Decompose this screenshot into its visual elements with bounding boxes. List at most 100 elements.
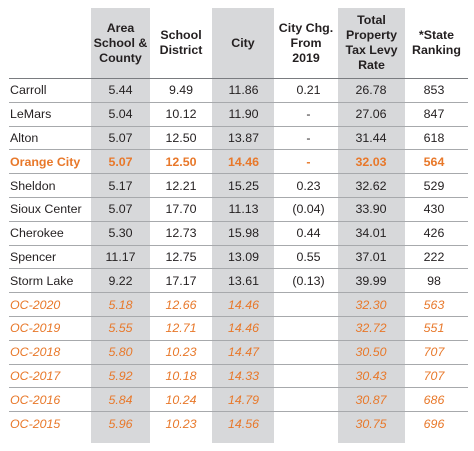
row-name: Alton xyxy=(9,125,91,150)
header-line: City Chg. xyxy=(278,20,334,35)
row-name: OC-2015 xyxy=(9,411,91,435)
rank-value: 551 xyxy=(400,315,468,341)
city-value: 13.09 xyxy=(212,244,275,269)
table-row: Storm Lake 9.22 17.17 13.61 (0.13) 39.99… xyxy=(9,268,468,293)
area-value: 5.18 xyxy=(91,292,150,317)
area-value: 5.55 xyxy=(91,315,150,341)
header-line: District xyxy=(159,43,203,57)
school-value: 17.17 xyxy=(150,268,212,293)
area-value: 5.07 xyxy=(91,196,150,222)
school-value: 10.23 xyxy=(150,411,212,435)
row-name: Spencer xyxy=(9,244,91,269)
change-value: 0.44 xyxy=(275,220,342,246)
rank-value: 563 xyxy=(400,292,468,317)
row-name: OC-2017 xyxy=(9,363,91,388)
header-line: School & xyxy=(93,35,148,50)
table-row-history: OC-2020 5.18 12.66 14.46 32.30 563 xyxy=(9,292,468,317)
school-value: 12.73 xyxy=(150,220,212,246)
area-value: 5.96 xyxy=(91,411,150,435)
header-line: Area xyxy=(106,20,135,35)
city-value: 14.46 xyxy=(212,315,275,341)
header-line: Tax Levy xyxy=(345,43,398,57)
rank-value: 222 xyxy=(400,244,468,269)
row-name: Storm Lake xyxy=(9,268,91,293)
row-name: OC-2020 xyxy=(9,292,91,317)
city-value: 14.79 xyxy=(212,387,275,412)
table-row: Cherokee 5.30 12.73 15.98 0.44 34.01 426 xyxy=(9,220,468,246)
change-value xyxy=(275,292,342,317)
total-value: 32.03 xyxy=(342,149,400,174)
change-value: 0.21 xyxy=(275,78,342,103)
school-value: 10.18 xyxy=(150,363,212,388)
table-row: Spencer 11.17 12.75 13.09 0.55 37.01 222 xyxy=(9,244,468,269)
row-name: Orange City xyxy=(9,149,91,174)
table-row-highlighted: Orange City 5.07 12.50 14.46 - 32.03 564 xyxy=(9,149,468,174)
school-value: 12.21 xyxy=(150,173,212,198)
change-value xyxy=(275,363,342,388)
row-name: Sheldon xyxy=(9,173,91,198)
area-value: 5.04 xyxy=(91,101,150,127)
total-value: 37.01 xyxy=(342,244,400,269)
total-value: 39.99 xyxy=(342,268,400,293)
total-value: 34.01 xyxy=(342,220,400,246)
header-city: City xyxy=(212,8,274,78)
area-value: 5.07 xyxy=(91,125,150,150)
change-value xyxy=(275,411,342,435)
area-value: 5.80 xyxy=(91,339,150,365)
total-value: 30.50 xyxy=(342,339,400,365)
school-value: 10.24 xyxy=(150,387,212,412)
rank-value: 618 xyxy=(400,125,468,150)
area-value: 5.07 xyxy=(91,149,150,174)
total-value: 31.44 xyxy=(342,125,400,150)
table-row: Sioux Center 5.07 17.70 11.13 (0.04) 33.… xyxy=(9,196,468,222)
header-total-levy: Total Property Tax Levy Rate xyxy=(338,8,405,78)
city-value: 15.25 xyxy=(212,173,275,198)
change-value: - xyxy=(275,125,342,150)
change-value: - xyxy=(275,101,342,127)
header-line: *State xyxy=(418,28,455,42)
rank-value: 853 xyxy=(400,78,468,103)
total-value: 32.72 xyxy=(342,315,400,341)
header-line: 2019 xyxy=(292,50,320,65)
total-value: 26.78 xyxy=(342,78,400,103)
school-value: 12.50 xyxy=(150,149,212,174)
area-value: 5.84 xyxy=(91,387,150,412)
rank-value: 707 xyxy=(400,363,468,388)
table-row: Sheldon 5.17 12.21 15.25 0.23 32.62 529 xyxy=(9,173,468,198)
header-line: County xyxy=(99,50,142,65)
rank-value: 686 xyxy=(400,387,468,412)
row-name: LeMars xyxy=(9,101,91,127)
city-value: 11.90 xyxy=(212,101,275,127)
change-value: (0.04) xyxy=(275,196,342,222)
rank-value: 98 xyxy=(400,268,468,293)
header-state-ranking: *State Ranking xyxy=(405,8,468,78)
row-name: OC-2018 xyxy=(9,339,91,365)
header-city-change: City Chg. From 2019 xyxy=(274,8,338,78)
table-row-history: OC-2016 5.84 10.24 14.79 30.87 686 xyxy=(9,387,468,412)
total-value: 30.43 xyxy=(342,363,400,388)
city-value: 14.46 xyxy=(212,292,275,317)
city-value: 13.61 xyxy=(212,268,275,293)
area-value: 9.22 xyxy=(91,268,150,293)
city-value: 14.46 xyxy=(212,149,275,174)
total-value: 27.06 xyxy=(342,101,400,127)
header-line: City xyxy=(231,35,255,50)
rank-value: 529 xyxy=(400,173,468,198)
change-value xyxy=(275,339,342,365)
table-row: LeMars 5.04 10.12 11.90 - 27.06 847 xyxy=(9,101,468,127)
total-value: 30.75 xyxy=(342,411,400,435)
total-value: 32.30 xyxy=(342,292,400,317)
change-value: 0.23 xyxy=(275,173,342,198)
header-line: Property xyxy=(346,28,397,42)
city-value: 13.87 xyxy=(212,125,275,150)
rank-value: 847 xyxy=(400,101,468,127)
city-value: 11.86 xyxy=(212,78,275,103)
area-value: 11.17 xyxy=(91,244,150,269)
school-value: 12.50 xyxy=(150,125,212,150)
header-line: School xyxy=(160,28,202,42)
header-line: Total xyxy=(357,13,386,27)
change-value: - xyxy=(275,149,342,174)
rank-value: 430 xyxy=(400,196,468,222)
area-value: 5.30 xyxy=(91,220,150,246)
city-value: 14.33 xyxy=(212,363,275,388)
